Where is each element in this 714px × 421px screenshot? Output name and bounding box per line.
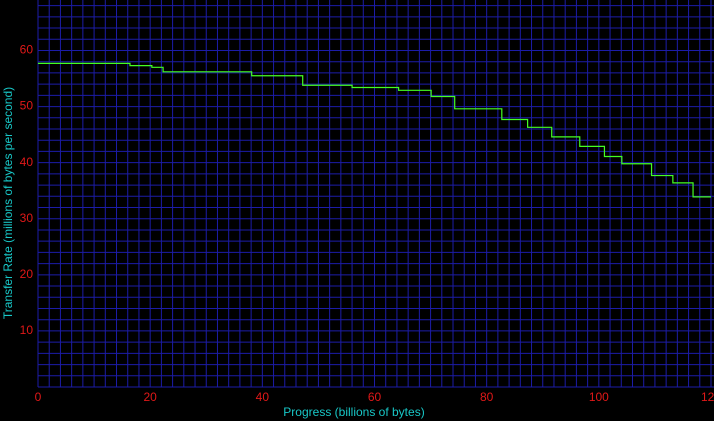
x-tick-label: 120: [701, 390, 714, 404]
y-axis-label: Transfer Rate (millions of bytes per sec…: [1, 87, 15, 319]
y-tick-label: 60: [20, 43, 34, 57]
y-tick-label: 50: [20, 99, 34, 113]
x-tick-label: 100: [589, 390, 609, 404]
x-tick-label: 60: [368, 390, 382, 404]
x-tick-label: 20: [143, 390, 157, 404]
x-tick-label: 0: [35, 390, 42, 404]
x-axis-label: Progress (billions of bytes): [283, 405, 424, 419]
y-tick-label: 30: [20, 211, 34, 225]
x-tick-label: 80: [480, 390, 494, 404]
x-tick-label: 40: [256, 390, 270, 404]
data-line: [38, 62, 711, 198]
grid: [37, 0, 714, 388]
y-tick-label: 20: [20, 267, 34, 281]
y-tick-label: 40: [20, 155, 34, 169]
y-tick-label: 10: [20, 323, 34, 337]
